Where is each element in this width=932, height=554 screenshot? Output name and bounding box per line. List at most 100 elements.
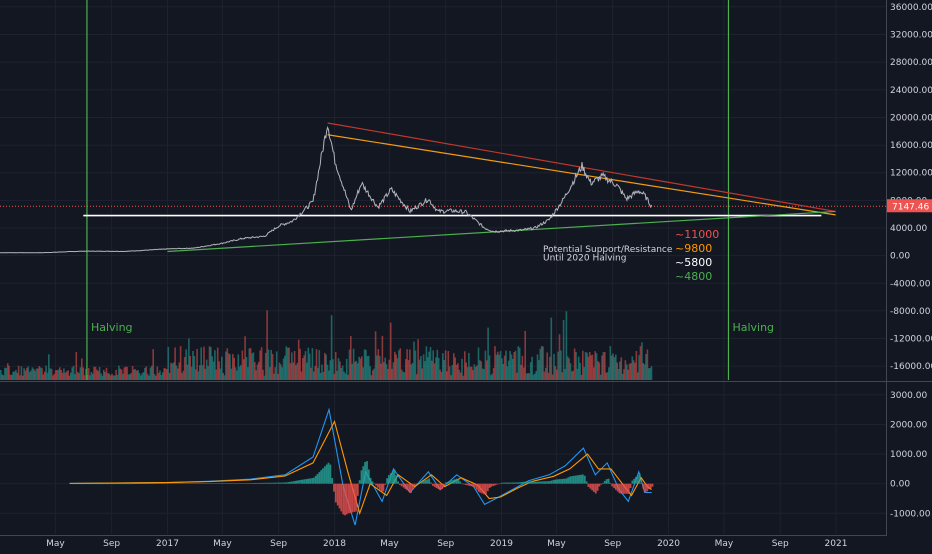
macd-histogram-bar (518, 482, 520, 484)
volume-bar (266, 310, 268, 380)
volume-bar (127, 374, 130, 380)
volume-bar (566, 356, 569, 380)
macd-histogram-bar (543, 481, 546, 484)
volume-bar (361, 356, 363, 380)
macd-histogram-bar (461, 483, 463, 485)
macd-histogram-bar (494, 483, 496, 486)
macd-histogram-bar (549, 481, 551, 484)
volume-bar (458, 369, 461, 380)
volume-bar (513, 352, 515, 380)
volume-bar (240, 364, 242, 380)
volume-bar (509, 351, 511, 380)
volume-bar (514, 350, 517, 380)
macd-histogram-bar (78, 483, 81, 485)
volume-bar (557, 351, 559, 380)
macd-histogram-bar (512, 482, 515, 484)
macd-histogram-bar (507, 482, 509, 484)
macd-histogram-bar (133, 483, 136, 484)
volume-bar (635, 351, 638, 380)
volume-bar (111, 373, 113, 380)
macd-histogram-bar (252, 483, 255, 484)
macd-histogram-bar (216, 483, 218, 484)
volume-bar (437, 357, 440, 380)
volume-bar (337, 358, 340, 380)
volume-bar (72, 365, 75, 380)
macd-histogram-bar (474, 483, 476, 488)
volume-bar (403, 372, 406, 380)
volume-bar (620, 357, 623, 380)
volume-bar (108, 373, 110, 380)
macd-histogram-bar (181, 483, 183, 484)
macd-histogram-bar (336, 483, 339, 506)
macd-histogram-bar (109, 483, 112, 485)
volume-bar (606, 372, 609, 380)
macd-histogram-bar (186, 483, 189, 484)
volume-bar (562, 320, 565, 380)
macd-histogram-bar (327, 462, 330, 484)
volume-bar (373, 368, 375, 380)
macd-histogram-bar (307, 478, 310, 484)
macd-histogram-bar (613, 483, 615, 489)
volume-bar (27, 366, 30, 380)
x-tick-label: Sep (772, 539, 789, 549)
macd-y-tick-label: 0.00 (890, 480, 910, 490)
macd-histogram-bar (291, 481, 293, 484)
volume-bar (270, 350, 272, 380)
volume-bar (645, 354, 647, 380)
volume-bar (286, 347, 289, 380)
volume-bar (1, 374, 3, 380)
volume-bar (178, 362, 181, 380)
volume-bar (435, 357, 437, 380)
volume-bar (378, 355, 381, 380)
macd-histogram-bar (384, 483, 387, 485)
volume-bar (539, 348, 542, 380)
macd-histogram-bar (318, 472, 321, 484)
volume-bar (572, 370, 574, 380)
macd-histogram-bar (455, 478, 458, 484)
volume-bar (524, 330, 526, 380)
volume-bar (580, 374, 583, 380)
macd-histogram-bar (199, 483, 202, 484)
volume-bar (531, 356, 533, 380)
macd-histogram-bar (382, 483, 385, 492)
volume-bar (396, 358, 399, 380)
macd-histogram-bar (419, 482, 421, 484)
macd-y-tick-label: -1000.00 (890, 509, 931, 519)
macd-histogram-bar (309, 478, 312, 484)
volume-bar (174, 347, 176, 380)
volume-bar (223, 375, 226, 380)
price-y-tick-label: 4000.00 (890, 224, 927, 234)
volume-bar (129, 374, 131, 380)
volume-bar (304, 351, 307, 380)
volume-bar (134, 369, 137, 380)
volume-bar (646, 349, 649, 380)
macd-histogram-bar (377, 483, 379, 488)
macd-histogram-bar (296, 480, 299, 484)
volume-bar (271, 353, 274, 380)
macd-histogram-bar (541, 481, 544, 484)
volume-bar (631, 356, 634, 380)
volume-bar (96, 369, 98, 380)
macd-histogram-bar (479, 483, 482, 493)
volume-bar (302, 358, 304, 380)
volume-bar (124, 366, 127, 380)
macd-histogram-bar (294, 480, 297, 484)
volume-bar (126, 366, 128, 380)
macd-histogram-bar (179, 483, 182, 484)
volume-bar (247, 367, 249, 380)
macd-histogram-bar (283, 482, 286, 484)
macd-histogram-bar (578, 475, 581, 484)
volume-bar (543, 371, 546, 380)
x-tick-label: 2017 (156, 539, 179, 549)
volume-bar (565, 311, 568, 380)
macd-histogram-bar (338, 483, 341, 509)
volume-bar (642, 363, 644, 380)
price-y-tick-label: -12000.00 (890, 335, 932, 345)
macd-histogram-bar (76, 483, 79, 485)
volume-bar (197, 371, 200, 380)
macd-histogram-bar (334, 483, 337, 503)
volume-bar (399, 348, 402, 380)
macd-histogram-bar (631, 480, 634, 484)
volume-bar (643, 364, 646, 380)
volume-bar (637, 372, 639, 380)
